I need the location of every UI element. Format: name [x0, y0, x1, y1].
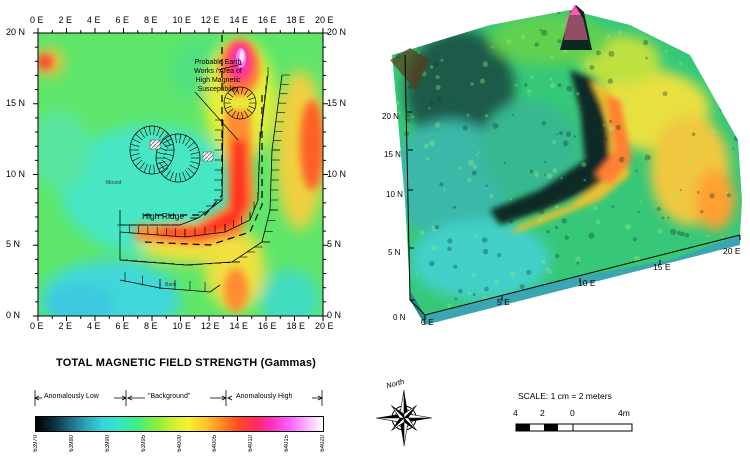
annotation-line: Probable Earth [194, 59, 242, 66]
annotation-line: Susceptibility [197, 86, 239, 93]
map-top-x-tick-label: 10 E [172, 15, 192, 25]
map-top-x-tick-label: 4 E [87, 15, 101, 25]
map-left-y-tick-label: 20 N [6, 27, 26, 37]
surface-y-tick-label: 20 N [382, 112, 399, 121]
map-top-x-tick-label: 8 E [144, 15, 158, 25]
legend-high-label: Anomalously High [236, 393, 293, 400]
annotation-line: Works / Area of [194, 68, 242, 75]
bank-label: Bank [165, 282, 177, 288]
map-left-y-tick-label: 10 N [6, 168, 26, 179]
map-left-y-tick-label: 5 N [6, 239, 21, 250]
map-bottom-x-tick-label: 12 E [201, 321, 220, 331]
legend-tick-label: 63980 [68, 435, 75, 452]
map-right-y-tick-label: 15 N [327, 97, 347, 108]
scale-bar-graphic [515, 423, 633, 432]
map-bottom-x-tick-label: 18 E [286, 321, 306, 331]
map-right-y-tick-label: 20 N [327, 27, 347, 37]
legend-title: TOTAL MAGNETIC FIELD STRENGTH (Gammas) [56, 357, 317, 369]
legend-range-brackets [34, 390, 323, 406]
map-bottom-x-tick-label: 2 E [58, 321, 73, 331]
map-right-y-tick-label: 5 N [327, 239, 342, 250]
surface-y-tick-label: 5 N [388, 248, 401, 257]
surface-y-tick-label: 10 N [386, 190, 403, 199]
contour-map-graphic [33, 28, 328, 321]
surface-x-tick-label: 20 E [723, 246, 741, 256]
legend-tick-label: 64005 [212, 435, 219, 452]
legend-tick-label: 64000 [176, 435, 183, 452]
legend-tick-label: 63995 [140, 435, 147, 452]
legend-background-label: "Background" [148, 393, 191, 400]
map-top-x-tick-label: 6 E [115, 15, 130, 25]
legend-tick-label: 64020 [320, 435, 326, 452]
scale-tick: 4m [618, 408, 630, 418]
legend-low-label: Anomalously Low [44, 393, 99, 400]
map-bottom-x-tick-label: 8 E [144, 321, 158, 331]
surface-3d-graphic [390, 5, 742, 325]
legend-tick-label: 64010 [248, 435, 255, 452]
scale-tick: 0 [570, 408, 575, 418]
map-right-y-tick-label: 10 N [327, 168, 347, 179]
surface-x-tick-label: 15 E [653, 262, 671, 272]
mound-label: Mound [106, 180, 122, 186]
map-annotation: Probable Earth Works / Area of High Magn… [178, 58, 258, 94]
surface-x-tick-label: 10 E [578, 278, 596, 288]
map-bottom-x-tick-label: 16 E [258, 321, 277, 331]
high-ridge-label: High Ridge [142, 211, 185, 221]
map-bottom-x-tick-label: 14 E [229, 321, 249, 331]
map-top-x-tick-label: 18 E [286, 15, 306, 25]
map-bottom-x-tick-label: 0 E [30, 321, 44, 331]
surface-y-tick-label: 0 N [393, 313, 406, 322]
compass-rose-icon [375, 389, 433, 447]
legend-tick-label: 64015 [284, 435, 291, 452]
map-top-x-tick-label: 20 E [315, 15, 334, 25]
map-top-x-tick-label: 0 E [30, 15, 44, 25]
map-bottom-x-tick-label: 6 E [115, 321, 130, 331]
scale-tick: 4 [513, 408, 518, 418]
map-top-x-tick-label: 12 E [201, 15, 220, 25]
map-left-y-tick-label: 0 N [6, 310, 21, 320]
map-bottom-x-tick-label: 20 E [315, 321, 334, 331]
scale-tick: 2 [540, 408, 545, 418]
surface-y-tick-label: 15 N [384, 150, 401, 159]
map-bottom-x-tick-label: 10 E [172, 321, 192, 331]
annotation-line: High Magnetic [195, 77, 241, 84]
map-left-y-tick-label: 15 N [6, 97, 26, 108]
scale-label: SCALE: 1 cm = 2 meters [518, 391, 612, 401]
surface-x-tick-label: 5 E [497, 297, 510, 307]
map-top-x-tick-label: 16 E [258, 15, 277, 25]
legend-color-bar [35, 416, 324, 432]
legend-tick-label: 63990 [104, 435, 111, 452]
map-top-x-tick-label: 14 E [229, 15, 249, 25]
map-right-y-tick-label: 0 N [327, 310, 342, 320]
map-bottom-x-tick-label: 4 E [87, 321, 101, 331]
map-top-x-tick-label: 2 E [58, 15, 73, 25]
surface-x-tick-label: 0 E [421, 317, 434, 327]
legend-tick-label: 63970 [33, 435, 39, 452]
